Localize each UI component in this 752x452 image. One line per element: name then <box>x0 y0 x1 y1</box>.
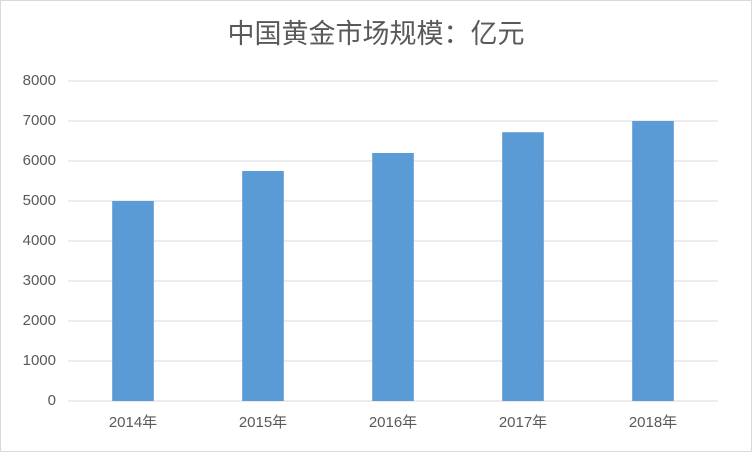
x-tick-label: 2016年 <box>369 414 417 431</box>
y-tick-label: 5000 <box>23 192 56 209</box>
y-tick-label: 7000 <box>23 112 56 129</box>
bar <box>242 171 284 401</box>
y-tick-label: 0 <box>48 392 56 409</box>
y-tick-label: 8000 <box>23 72 56 89</box>
bar <box>632 121 674 401</box>
chart-title: 中国黄金市场规模：亿元 <box>228 19 525 49</box>
y-tick-label: 3000 <box>23 272 56 289</box>
x-tick-label: 2014年 <box>109 414 157 431</box>
bar <box>502 132 544 401</box>
bar <box>112 201 154 401</box>
y-tick-label: 6000 <box>23 152 56 169</box>
x-tick-label: 2018年 <box>629 414 677 431</box>
y-tick-label: 2000 <box>23 312 56 329</box>
x-tick-label: 2017年 <box>499 414 547 431</box>
y-tick-label: 4000 <box>23 232 56 249</box>
bar <box>372 153 414 401</box>
x-tick-label: 2015年 <box>239 414 287 431</box>
y-tick-label: 1000 <box>23 352 56 369</box>
